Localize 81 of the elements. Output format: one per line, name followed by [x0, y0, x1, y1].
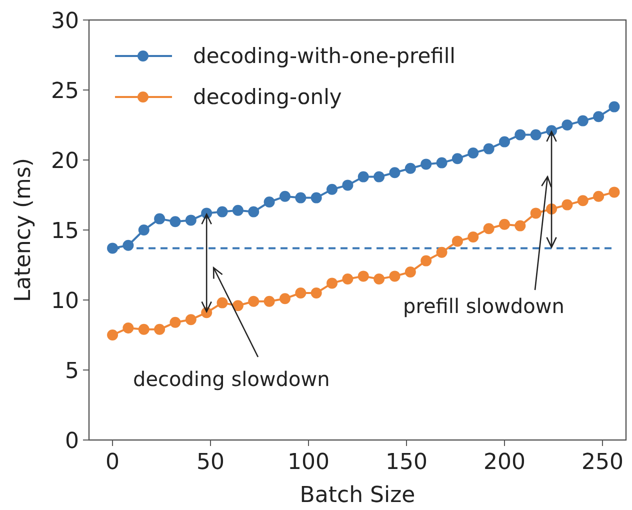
- point: [122, 240, 134, 251]
- point: [216, 206, 228, 218]
- point: [107, 242, 118, 254]
- point: [404, 266, 416, 278]
- y-tick-label: 25: [51, 79, 79, 104]
- point: [389, 270, 400, 282]
- x-tick-label: 100: [288, 450, 330, 475]
- point: [326, 184, 338, 195]
- point: [452, 153, 463, 164]
- point: [562, 199, 573, 210]
- point: [483, 143, 494, 154]
- point: [498, 218, 510, 230]
- point: [138, 324, 150, 335]
- point: [498, 136, 510, 148]
- point: [468, 148, 479, 158]
- point: [608, 101, 620, 112]
- x-tick-label: 250: [581, 450, 624, 475]
- legend-label: decoding-only: [193, 85, 342, 109]
- y-tick-label: 20: [51, 149, 79, 174]
- legend-label: decoding-with-one-prefill: [193, 44, 456, 68]
- point: [295, 192, 306, 204]
- point: [483, 223, 494, 234]
- point: [358, 270, 369, 282]
- point: [593, 111, 604, 122]
- point: [107, 330, 118, 340]
- point: [593, 190, 604, 202]
- x-tick-label: 200: [483, 450, 526, 475]
- x-axis-title: Batch Size: [300, 483, 416, 508]
- point: [170, 316, 181, 328]
- annotation: decoding slowdown: [133, 367, 330, 391]
- point: [404, 162, 416, 174]
- point: [264, 296, 275, 307]
- point: [514, 129, 526, 140]
- point: [374, 171, 385, 182]
- point: [608, 186, 620, 198]
- point: [562, 120, 573, 130]
- point: [232, 204, 244, 216]
- y-tick-label: 10: [51, 289, 79, 314]
- point: [389, 167, 400, 178]
- point: [420, 158, 432, 170]
- x-tick-label: 0: [106, 450, 120, 475]
- point: [358, 171, 369, 182]
- point: [170, 216, 181, 228]
- point: [154, 213, 166, 224]
- annotation: prefill slowdown: [403, 294, 564, 318]
- point: [514, 220, 526, 232]
- y-axis-title: Latency (ms): [11, 158, 36, 302]
- point: [248, 296, 260, 307]
- x-tick-label: 50: [196, 450, 225, 475]
- point: [154, 324, 166, 335]
- point: [342, 274, 354, 284]
- x-tick-label: 150: [385, 450, 428, 475]
- point: [279, 190, 290, 202]
- y-tick-label: 5: [65, 359, 79, 384]
- point: [420, 255, 432, 266]
- point: [232, 300, 244, 312]
- point: [436, 246, 448, 258]
- point: [185, 314, 196, 326]
- y-tick-label: 30: [51, 9, 79, 34]
- point: [264, 196, 275, 208]
- point: [577, 195, 588, 206]
- point: [452, 236, 463, 247]
- point: [326, 278, 338, 289]
- y-tick-label: 15: [51, 219, 79, 244]
- point: [216, 297, 228, 308]
- y-tick-label: 0: [65, 429, 79, 454]
- point: [122, 322, 134, 334]
- point: [310, 288, 322, 298]
- point: [295, 288, 306, 298]
- point: [185, 214, 196, 226]
- point: [530, 208, 542, 219]
- point: [248, 206, 260, 218]
- point: [374, 274, 385, 284]
- point: [138, 224, 150, 236]
- point: [342, 180, 354, 191]
- point: [310, 192, 322, 204]
- point: [436, 157, 448, 168]
- point: [468, 232, 479, 242]
- point: [279, 293, 290, 304]
- point: [530, 129, 542, 140]
- point: [577, 115, 588, 126]
